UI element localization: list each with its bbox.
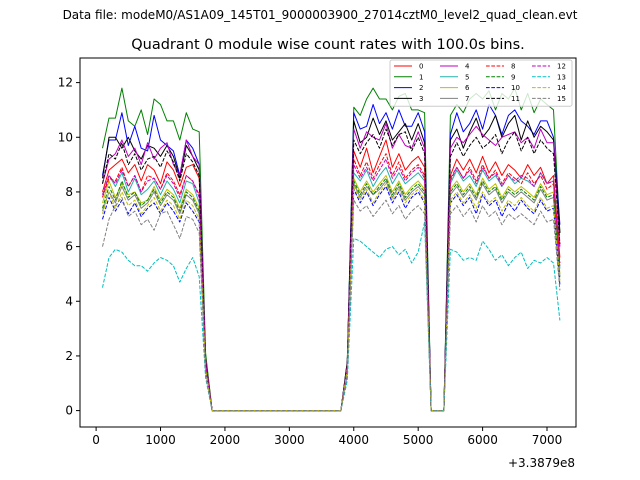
legend-box (389, 59, 573, 107)
legend-label-6: 6 (465, 84, 470, 92)
series-line-6 (102, 175, 561, 412)
series-line-10 (102, 186, 561, 412)
figure-suptitle: Data file: modeM0/AS1A09_145T01_90000039… (62, 8, 578, 22)
legend-label-10: 10 (511, 84, 520, 92)
x-tick-label: 1000 (145, 433, 176, 447)
series-line-14 (102, 183, 561, 412)
series-layer (102, 87, 561, 412)
axes-frame (79, 57, 577, 428)
legend-label-4: 4 (465, 63, 470, 71)
chart-title: Quadrant 0 module wise count rates with … (131, 37, 525, 53)
series-line-0 (102, 139, 561, 412)
legend-label-15: 15 (557, 95, 566, 103)
legend-label-5: 5 (465, 73, 469, 81)
y-tick-label: 12 (58, 76, 73, 90)
y-tick-label: 8 (65, 185, 73, 199)
series-line-11 (102, 128, 561, 412)
x-tick-label: 7000 (532, 433, 563, 447)
series-line-3 (102, 114, 561, 412)
legend-label-8: 8 (511, 63, 515, 71)
legend-label-3: 3 (419, 95, 423, 103)
legend-label-12: 12 (557, 63, 566, 71)
x-tick-label: 6000 (467, 433, 498, 447)
legend-label-11: 11 (511, 95, 520, 103)
series-line-13 (102, 221, 561, 412)
legend-label-14: 14 (557, 84, 566, 92)
series-line-9 (102, 177, 561, 412)
legend-label-2: 2 (419, 84, 423, 92)
legend-label-1: 1 (419, 73, 423, 81)
series-line-12 (102, 158, 561, 412)
legend-label-0: 0 (419, 63, 423, 71)
y-tick-label: 6 (65, 240, 73, 254)
x-tick-label: 3000 (274, 433, 305, 447)
x-tick-label: 0 (92, 433, 100, 447)
series-line-2 (102, 104, 561, 412)
series-line-1 (102, 87, 561, 412)
x-offset-label: +3.3879e8 (508, 456, 575, 470)
legend-label-7: 7 (465, 95, 469, 103)
y-tick-label: 4 (65, 294, 73, 308)
y-tick-label: 0 (65, 404, 73, 418)
series-line-15 (102, 196, 561, 412)
legend-label-13: 13 (557, 73, 566, 81)
y-tick-label: 10 (58, 130, 73, 144)
x-tick-label: 5000 (403, 433, 434, 447)
x-tick-label: 4000 (338, 433, 369, 447)
y-tick-label: 2 (65, 349, 73, 363)
legend-label-9: 9 (511, 73, 515, 81)
x-tick-label: 2000 (210, 433, 241, 447)
series-line-7 (102, 180, 561, 412)
